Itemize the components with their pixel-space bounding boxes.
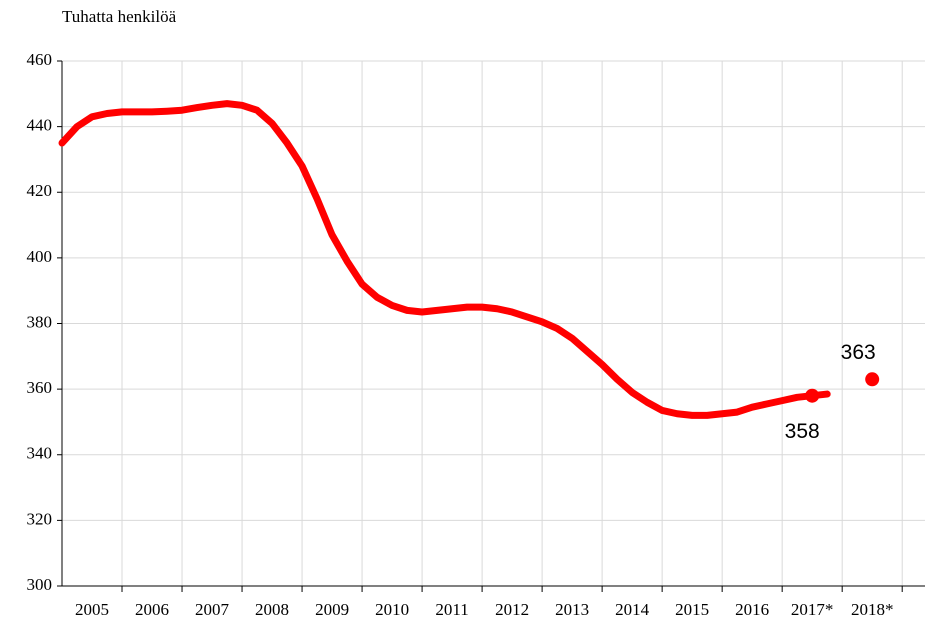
data-label: 363 [841, 341, 876, 364]
x-tick-label: 2017* [791, 600, 834, 619]
chart-title: Tuhatta henkilöä [62, 7, 177, 26]
y-tick-label: 440 [27, 116, 53, 135]
y-tick-label: 380 [27, 312, 53, 331]
x-tick-label: 2006 [135, 600, 169, 619]
x-tick-label: 2010 [375, 600, 409, 619]
y-tick-label: 360 [27, 378, 53, 397]
y-tick-label: 420 [27, 181, 53, 200]
x-tick-label: 2005 [75, 600, 109, 619]
data-line [58, 100, 831, 419]
x-tick-label: 2007 [195, 600, 230, 619]
y-tick-label: 340 [27, 444, 53, 463]
x-tick-label: 2012 [495, 600, 529, 619]
x-tick-label: 2016 [735, 600, 769, 619]
data-point [865, 372, 880, 387]
x-tick-label: 2014 [615, 600, 650, 619]
data-label: 358 [785, 420, 820, 443]
x-tick-label: 2015 [675, 600, 709, 619]
y-tick-label: 400 [27, 247, 53, 266]
y-tick-label: 320 [27, 509, 53, 528]
data-point [805, 388, 820, 403]
x-tick-label: 2011 [435, 600, 468, 619]
y-tick-label: 460 [27, 50, 53, 69]
x-tick-label: 2009 [315, 600, 349, 619]
x-tick-label: 2008 [255, 600, 289, 619]
y-tick-label: 300 [27, 575, 53, 594]
x-tick-label: 2013 [555, 600, 589, 619]
x-tick-label: 2018* [851, 600, 894, 619]
